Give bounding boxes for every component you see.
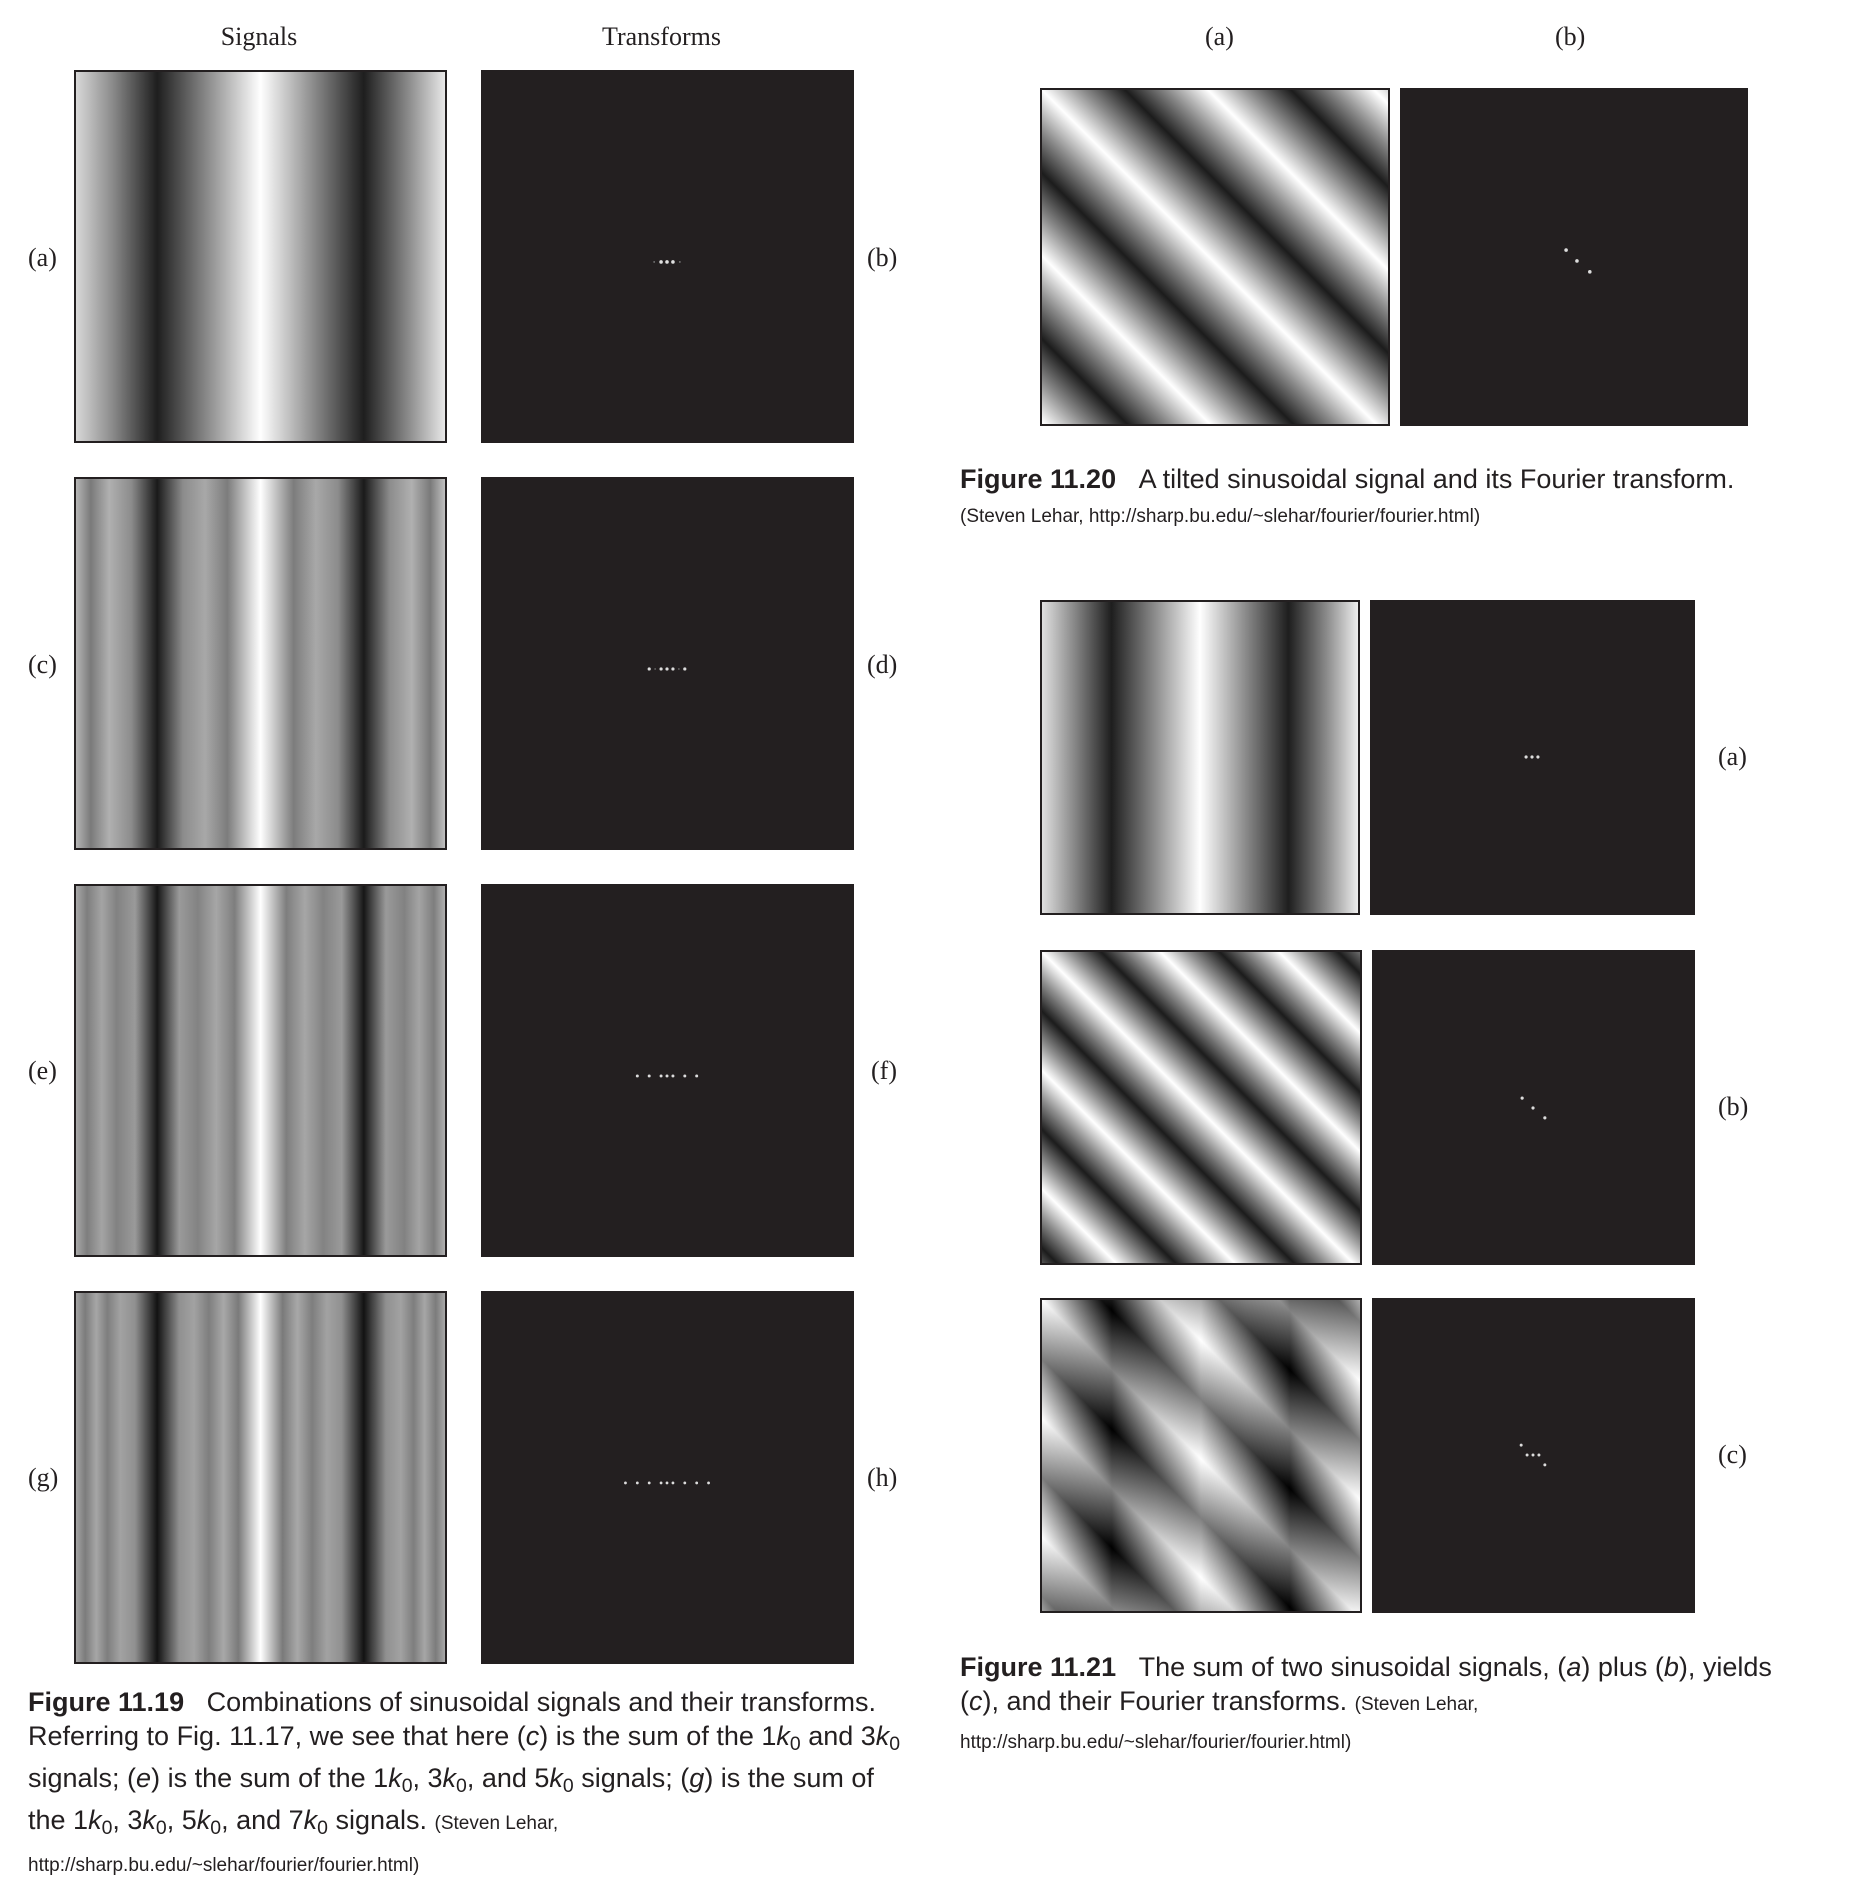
fig20-col-header-a: (a) bbox=[1205, 22, 1234, 51]
fig19-label-g: (g) bbox=[28, 1463, 59, 1492]
fig21-label-c: (c) bbox=[1718, 1440, 1747, 1469]
fig19-label-c: (c) bbox=[28, 650, 57, 679]
fig20-caption: Figure 11.20 A tilted sinusoidal signal … bbox=[960, 464, 1735, 494]
fig19-col-header-signals: Signals bbox=[220, 22, 298, 51]
fig19-label-a: (a) bbox=[28, 243, 57, 272]
fig20-caption-label: Figure 11.20 bbox=[960, 464, 1117, 494]
fig19-label-b: (b) bbox=[867, 243, 898, 272]
fig19-transform-d bbox=[481, 477, 854, 850]
fig19-label-d: (d) bbox=[867, 650, 898, 679]
fig20-tilted-signal bbox=[1040, 88, 1390, 426]
fig21-signal-b bbox=[1040, 950, 1362, 1265]
fig21-caption-label: Figure 11.21 bbox=[960, 1652, 1117, 1682]
fig19-transform-h bbox=[481, 1291, 854, 1664]
fig19-signal-g bbox=[74, 1291, 447, 1664]
fig19-label-h: (h) bbox=[867, 1463, 898, 1492]
fig19-signal-a bbox=[74, 70, 447, 443]
fig19-caption: Figure 11.19 Combinations of sinusoidal … bbox=[28, 1687, 901, 1876]
fig21-caption: Figure 11.21 The sum of two sinusoidal s… bbox=[960, 1652, 1772, 1753]
fig19-signal-c bbox=[74, 477, 447, 850]
fig19-signal-e bbox=[74, 884, 447, 1257]
fig20-transform bbox=[1400, 88, 1748, 426]
fig21-transform-b bbox=[1372, 950, 1695, 1265]
fig21-signal-c bbox=[1040, 1298, 1362, 1613]
fig21-label-a: (a) bbox=[1718, 742, 1747, 771]
fig21-credit: (Steven Lehar, http://sharp.bu.edu/~sleh… bbox=[960, 1694, 1479, 1753]
fig20-credit: (Steven Lehar, http://sharp.bu.edu/~sleh… bbox=[960, 506, 1481, 527]
fig20-col-header-b: (b) bbox=[1555, 22, 1586, 51]
fig19-transform-f bbox=[481, 884, 854, 1257]
fig21-transform-c bbox=[1372, 1298, 1695, 1613]
fig19-caption-label: Figure 11.19 bbox=[28, 1687, 185, 1717]
fig19-label-f: (f) bbox=[871, 1056, 897, 1085]
fig21-label-b: (b) bbox=[1718, 1092, 1749, 1121]
fig19-label-e: (e) bbox=[28, 1056, 57, 1085]
fig19-transform-b bbox=[481, 70, 854, 443]
fig19-col-header-transforms: Transforms bbox=[602, 22, 721, 51]
fig21-signal-a bbox=[1040, 600, 1360, 915]
fig21-transform-a bbox=[1370, 600, 1695, 915]
